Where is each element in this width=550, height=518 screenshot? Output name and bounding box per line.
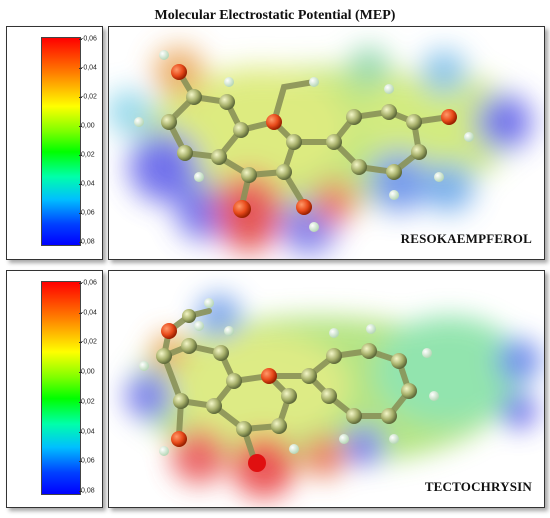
colorbar-gradient xyxy=(41,37,81,246)
molecule-panel-tectochrysin: TECTOCHRYSIN xyxy=(108,270,545,508)
colorbar-tick-label: 0,02 xyxy=(81,151,95,159)
colorbar-tickmark xyxy=(79,39,82,40)
colorbar-tick-label: 0,06 xyxy=(81,209,95,217)
colorbar-tick-label: 0,00 xyxy=(81,368,95,376)
colorbar-tick-label: 0,02 xyxy=(81,398,95,406)
colorbar-tickmark xyxy=(79,342,82,344)
molecule-label: TECTOCHRYSIN xyxy=(424,479,532,494)
colorbar-tickmark xyxy=(79,461,82,463)
colorbar-tick-label: 0,08 xyxy=(81,238,95,246)
colorbar-tick-label: -0,04 xyxy=(81,309,97,317)
colorbar-tick-label: -0,06 xyxy=(81,279,97,287)
mep-surface-resokaempferol xyxy=(109,47,532,255)
colorbar-tickmark xyxy=(79,283,82,284)
colorbar-tick-label: 0,04 xyxy=(81,428,95,436)
colorbar-tickmark xyxy=(79,491,82,492)
colorbar-tickmark xyxy=(79,184,82,185)
colorbar-tick-label: -0,02 xyxy=(81,93,97,101)
colorbar-tickmark xyxy=(79,372,82,374)
mep-surface-tectochrysin xyxy=(125,294,541,498)
colorbar-gradient xyxy=(41,281,81,495)
colorbar-tickmark xyxy=(79,68,82,69)
colorbar-tickmark xyxy=(79,213,82,214)
figure-title: Molecular Electrostatic Potential (MEP) xyxy=(154,8,396,23)
colorbar-tick-label: -0,02 xyxy=(81,338,97,346)
molecule-panel-resokaempferol: RESOKAEMPFEROL xyxy=(108,26,545,260)
colorbar-tick-label: 0,04 xyxy=(81,180,95,188)
colorbar-tickmark xyxy=(79,155,82,156)
colorbar-tickmark xyxy=(79,431,82,433)
colorbar-tickmark xyxy=(79,97,82,98)
colorbar-tick-label: -0,06 xyxy=(81,35,97,43)
colorbar-tickmark xyxy=(79,126,82,127)
colorbar-tickmark xyxy=(79,312,82,314)
colorbar-tick-label: 0,00 xyxy=(81,122,95,130)
colorbar-tickmark xyxy=(79,401,82,403)
colorbar-panel-bottom: -0,06 -0,04 -0,02 0,00 0,02 0,04 0,06 0,08 xyxy=(6,270,103,508)
colorbar-tick-label: 0,08 xyxy=(81,487,95,495)
colorbar-tickmark xyxy=(79,242,82,243)
colorbar-tick-label: -0,04 xyxy=(81,64,97,72)
colorbar-panel-top: -0,06 -0,04 -0,02 0,00 0,02 0,04 0,06 0,08 xyxy=(6,26,103,260)
molecule-label: RESOKAEMPFEROL xyxy=(400,231,532,246)
colorbar-tick-label: 0,06 xyxy=(81,457,95,465)
